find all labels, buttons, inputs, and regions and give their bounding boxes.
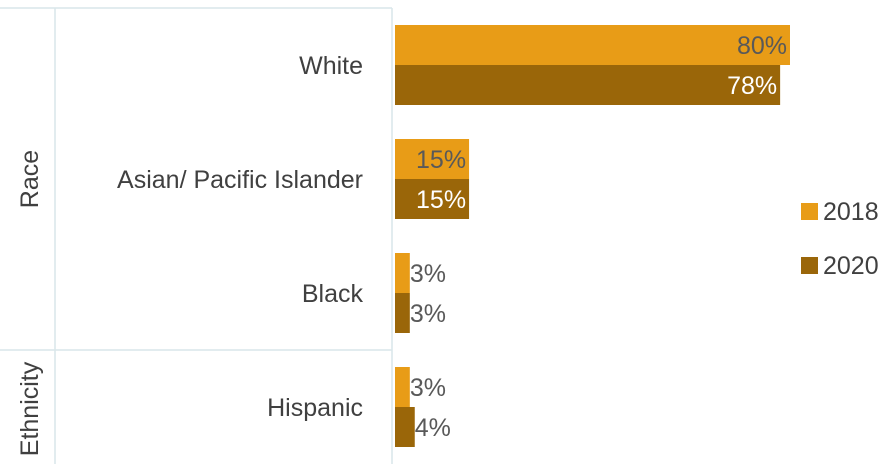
legend-label-2018: 2018 [823,198,879,226]
bar-2018-3 [395,367,410,407]
data-label-2018-0: 80% [737,32,787,60]
legend: 2018 2020 [801,198,879,280]
category-label-white: White [299,52,363,80]
legend-swatch-2020 [801,257,818,274]
data-label-2020-0: 78% [727,72,777,100]
bar-2018-0 [395,25,790,65]
bars [395,25,790,447]
group-label-race: Race [16,150,44,208]
category-label-hispanic: Hispanic [267,394,363,422]
data-label-2020-2: 3% [410,300,446,328]
bar-2018-1 [395,139,470,179]
bar-2020-1 [395,179,470,219]
data-label-2018-2: 3% [410,260,446,288]
data-label-2020-1: 15% [416,186,466,214]
data-label-2018-3: 3% [410,374,446,402]
bar-2018-2 [395,253,410,293]
group-label-ethnicity: Ethnicity [16,361,44,456]
legend-swatch-2018 [801,203,818,220]
category-labels: White Asian/ Pacific Islander Black Hispani… [117,52,363,422]
category-axis-frame [0,7,393,464]
bar-2020-2 [395,293,410,333]
bar-2020-3 [395,407,415,447]
data-labels: 80% 78% 15% 15% 3% 3% 3% 4% [410,32,787,442]
data-label-2020-3: 4% [415,414,451,442]
category-label-black: Black [302,280,364,308]
category-label-asian-pacific-islander: Asian/ Pacific Islander [117,166,363,194]
group-labels: Race Ethnicity [16,150,44,456]
legend-label-2020: 2020 [823,252,879,280]
bar-2020-0 [395,65,781,105]
data-label-2018-1: 15% [416,146,466,174]
